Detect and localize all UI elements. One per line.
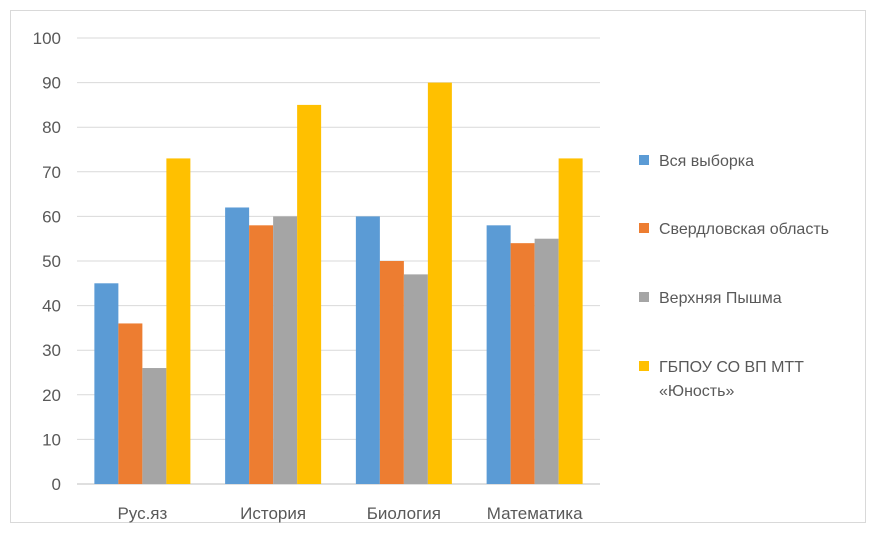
legend-item: Вся выборка [639,153,754,170]
legend-swatch [639,361,649,371]
x-tick-label: Рус.яз [117,504,167,523]
legend-swatch [639,155,649,165]
x-tick-label: Математика [487,504,583,523]
y-tick-label: 30 [42,341,61,360]
bar [118,323,143,484]
y-tick-label: 70 [42,163,61,182]
y-tick-label: 100 [33,29,61,48]
bar [534,238,559,484]
bar [249,225,274,484]
y-tick-label: 40 [42,297,61,316]
bar [94,283,119,484]
y-axis: 0 10 20 30 40 50 60 70 80 90 100 [33,29,61,494]
legend-label: ГБПОУ СО ВП МТТ [659,359,804,376]
y-tick-label: 90 [42,74,61,93]
legend-label: Верхняя Пышма [659,290,782,307]
bar [297,104,322,485]
legend-item: Свердловская область [639,221,829,238]
x-tick-label: Биология [367,504,441,523]
bar [403,274,428,484]
bar [510,243,535,484]
bar [355,216,380,484]
legend-swatch [639,292,649,302]
bar [273,216,298,484]
bar [166,158,191,485]
legend-label: Свердловская область [659,221,829,238]
legend-label: «Юность» [659,383,734,400]
bar [225,207,250,485]
y-tick-label: 60 [42,207,61,226]
y-tick-label: 80 [42,118,61,137]
y-tick-label: 0 [52,475,61,494]
bar [379,261,404,484]
x-tick-label: История [240,504,306,523]
bar [142,368,167,484]
legend-item: Верхняя Пышма [639,290,782,307]
bar [486,225,511,484]
bar [427,82,452,484]
legend-item: ГБПОУ СО ВП МТТ «Юность» [639,359,804,400]
legend-swatch [639,223,649,233]
bars: Рус.яз История Биология Математика [94,82,583,523]
y-tick-label: 20 [42,386,61,405]
legend-label: Вся выборка [659,153,754,170]
legend: Вся выборка Свердловская область Верхняя П… [639,153,829,400]
y-tick-label: 10 [42,430,61,449]
y-tick-label: 50 [42,252,61,271]
bar [558,158,583,485]
